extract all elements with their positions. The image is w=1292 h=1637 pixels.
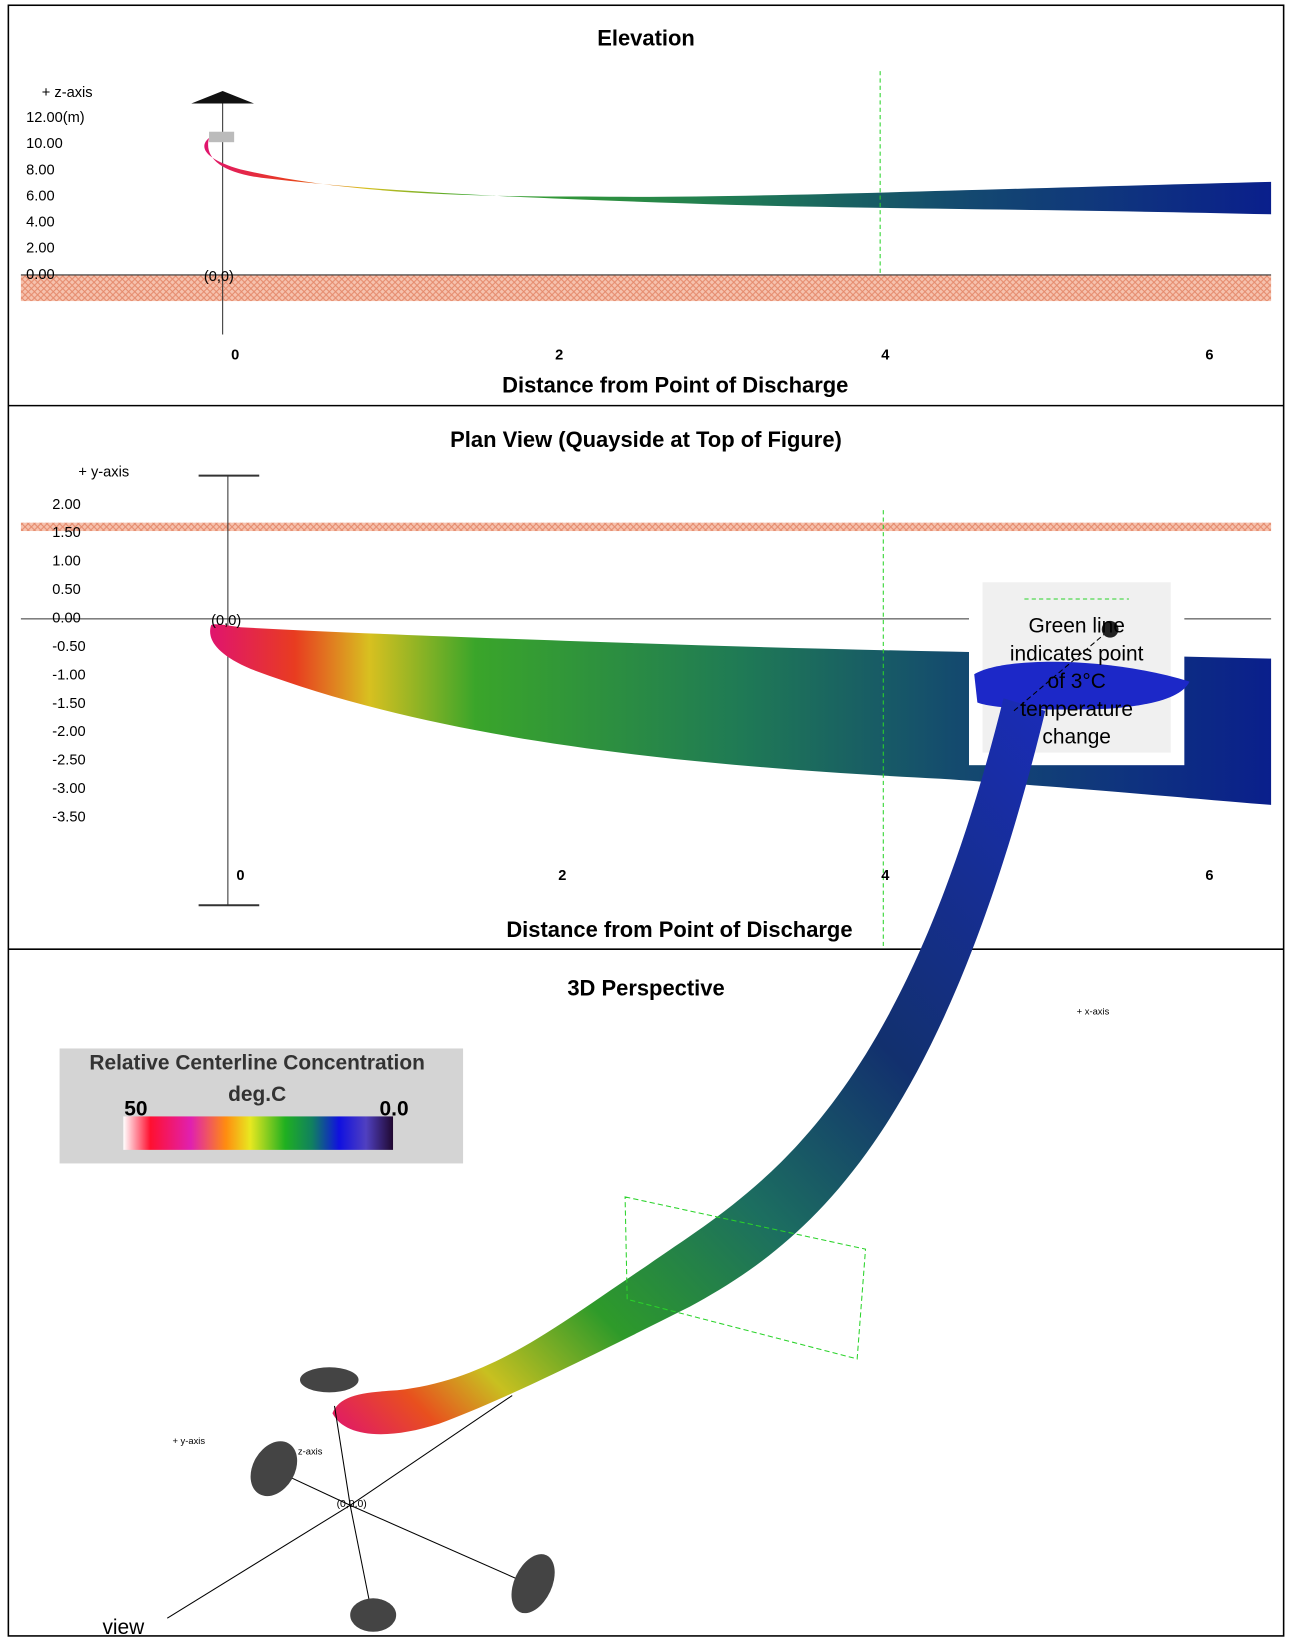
x-axis-title: Distance from Point of Discharge [506,917,852,942]
axis-label: + z-axis [42,85,93,101]
axis-label: + y-axis [172,1435,205,1446]
note-line: change [1042,726,1111,749]
legend-colorbar [123,1116,393,1149]
y-tick-label: 10.00 [26,136,63,152]
x-tick-label: 0 [236,868,244,884]
x-axis-title: Distance from Point of Discharge [502,373,848,398]
origin-label: (0,0) [204,269,234,285]
y-tick-label: 8.00 [26,162,54,178]
x-tick-label: 6 [1205,347,1213,363]
legend-unit: deg.C [228,1083,286,1106]
y-tick-label: -2.50 [52,753,85,769]
y-tick-label: 4.00 [26,215,54,231]
x-tick-label: 0 [231,347,239,363]
note-line: indicates point [1010,642,1144,665]
x-tick-label: 2 [555,347,563,363]
y-tick-label: 0.50 [52,582,80,598]
panel-title: Elevation [597,26,695,51]
y-tick-label: 6.00 [26,188,54,204]
axis-label: z-axis [298,1445,323,1456]
legend-min: 0.0 [380,1098,409,1121]
legend-title: Relative Centerline Concentration [89,1052,425,1075]
y-tick-label: 2.00 [52,497,80,513]
frame [8,5,1283,1636]
outfall [209,132,234,142]
y-tick-label: 1.00 [52,554,80,570]
axis-label: + x-axis [1077,1005,1110,1016]
note-line: of 3°C [1048,670,1106,693]
origin-label: (0,0,0) [337,1499,367,1510]
panel-title: 3D Perspective [567,976,724,1001]
y-tick-label: 0.00 [26,267,54,283]
note-line: temperature [1020,698,1133,721]
y-tick-label: -3.00 [52,781,85,797]
y-tick-label: -3.50 [52,810,85,826]
x-tick-label: 4 [881,347,890,363]
note-line: Green line [1028,615,1124,638]
origin-label: (0,0) [211,613,241,629]
view-label: view [102,1616,145,1637]
x-tick-label: 2 [558,868,566,884]
y-tick-label: -1.50 [52,696,85,712]
plume [204,138,1271,214]
figure: Elevation + z-axis (0,0) Distance from P… [0,0,1292,1637]
x-tick-label: 6 [1205,868,1213,884]
panel-title: Plan View (Quayside at Top of Figure) [450,427,842,452]
y-tick-label: 0.00 [52,610,80,626]
y-tick-label: -1.00 [52,667,85,683]
y-tick-label: 1.50 [52,525,80,541]
x-tick-label: 4 [881,868,890,884]
quayside [21,523,1271,531]
axis-marker [191,91,254,104]
y-tick-label: -2.00 [52,724,85,740]
y-tick-label: -0.50 [52,639,85,655]
legend-max: 50 [124,1098,147,1121]
y-tick-label: 12.00(m) [26,110,85,126]
y-tick-label: 2.00 [26,241,54,257]
axis-label: + y-axis [78,464,129,480]
